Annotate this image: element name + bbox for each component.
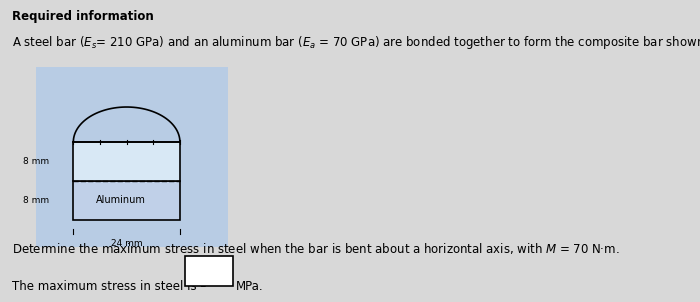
Text: MPa.: MPa. bbox=[236, 280, 263, 293]
Text: Steel: Steel bbox=[0, 301, 1, 302]
Text: The maximum stress in steel is –: The maximum stress in steel is – bbox=[12, 280, 206, 293]
Text: A steel bar ($E_s$= 210 GPa) and an aluminum bar ($E_a$ = 70 GPa) are bonded tog: A steel bar ($E_s$= 210 GPa) and an alum… bbox=[12, 34, 700, 51]
Text: Aluminum: Aluminum bbox=[97, 195, 146, 205]
Text: 8 mm: 8 mm bbox=[23, 196, 50, 205]
Text: Determine the maximum stress in steel when the bar is bent about a horizontal ax: Determine the maximum stress in steel wh… bbox=[12, 241, 620, 256]
Text: Required information: Required information bbox=[12, 10, 154, 23]
Text: 8 mm: 8 mm bbox=[23, 157, 50, 166]
Text: 8 mm: 8 mm bbox=[0, 301, 1, 302]
Text: 24 mm: 24 mm bbox=[111, 239, 142, 248]
FancyBboxPatch shape bbox=[186, 256, 233, 286]
FancyBboxPatch shape bbox=[36, 67, 228, 247]
